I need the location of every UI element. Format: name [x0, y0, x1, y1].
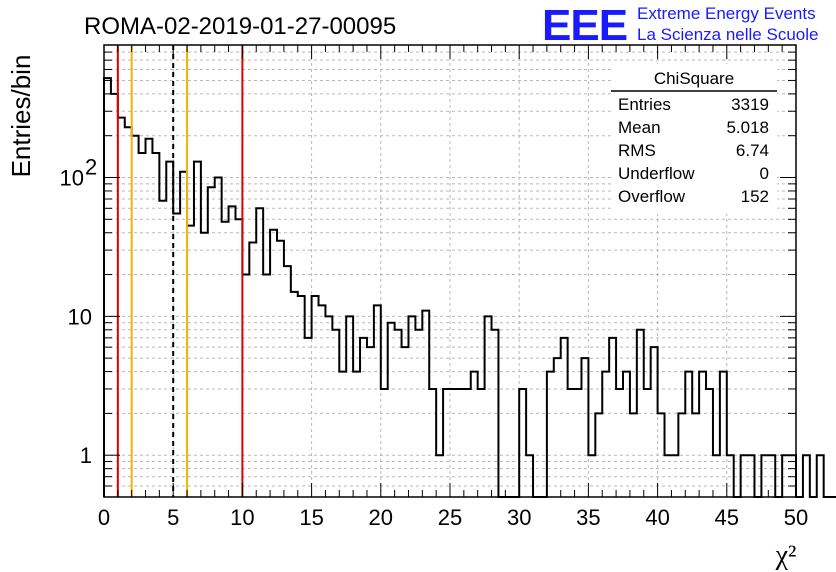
- x-tick-label: 20: [369, 505, 393, 530]
- histogram-outline: [103, 77, 836, 498]
- x-tick-label: 25: [438, 505, 462, 530]
- x-tick-label: 40: [645, 505, 669, 530]
- stats-box-background: [611, 64, 777, 214]
- x-tick-label: 50: [784, 505, 808, 530]
- logo-line-1: Extreme Energy Events: [637, 4, 816, 23]
- stats-row-label: RMS: [618, 141, 656, 160]
- eee-logo: EEE Extreme Energy Events La Scienza nel…: [542, 1, 818, 50]
- stats-box: ChiSquare Entries 3319 Mean 5.018 RMS 6.74 Und…: [611, 64, 777, 214]
- stats-row-label: Underflow: [618, 164, 695, 183]
- x-tick-label: 5: [167, 505, 179, 530]
- x-tick-label: 15: [299, 505, 323, 530]
- x-tick-label: 35: [576, 505, 600, 530]
- stats-rows: Entries 3319 Mean 5.018 RMS 6.74 Underflow 0 Ove…: [618, 95, 769, 206]
- threshold-lines: [116, 45, 244, 497]
- histogram-bars: [103, 77, 836, 498]
- x-tick-label: 45: [715, 505, 739, 530]
- stats-row-label: Entries: [618, 95, 671, 114]
- x-axis-label: χ²: [775, 540, 797, 571]
- stats-title: ChiSquare: [654, 69, 734, 88]
- stats-row-value: 0: [760, 164, 769, 183]
- y-tick-label: 1: [80, 443, 92, 468]
- stats-row-value: 5.018: [726, 118, 769, 137]
- x-tick-label: 10: [230, 505, 254, 530]
- logo-line-2: La Scienza nelle Scuole: [637, 25, 818, 44]
- stats-row-value: 152: [741, 187, 769, 206]
- stats-row-label: Mean: [618, 118, 661, 137]
- chart-title: ROMA-02-2019-01-27-00095: [84, 13, 396, 40]
- y-tick-label: 10: [68, 304, 92, 329]
- stats-row-label: Overflow: [618, 187, 686, 206]
- eee-logo-mark: EEE: [542, 1, 627, 50]
- x-tick-label: 30: [507, 505, 531, 530]
- y-tick-label-exponent: 2: [85, 154, 97, 179]
- y-axis-label: Entries/bin: [6, 55, 36, 178]
- x-tick-label: 0: [98, 505, 110, 530]
- stats-row-value: 6.74: [736, 141, 769, 160]
- y-tick-label: 10: [60, 165, 84, 190]
- stats-row-value: 3319: [731, 95, 769, 114]
